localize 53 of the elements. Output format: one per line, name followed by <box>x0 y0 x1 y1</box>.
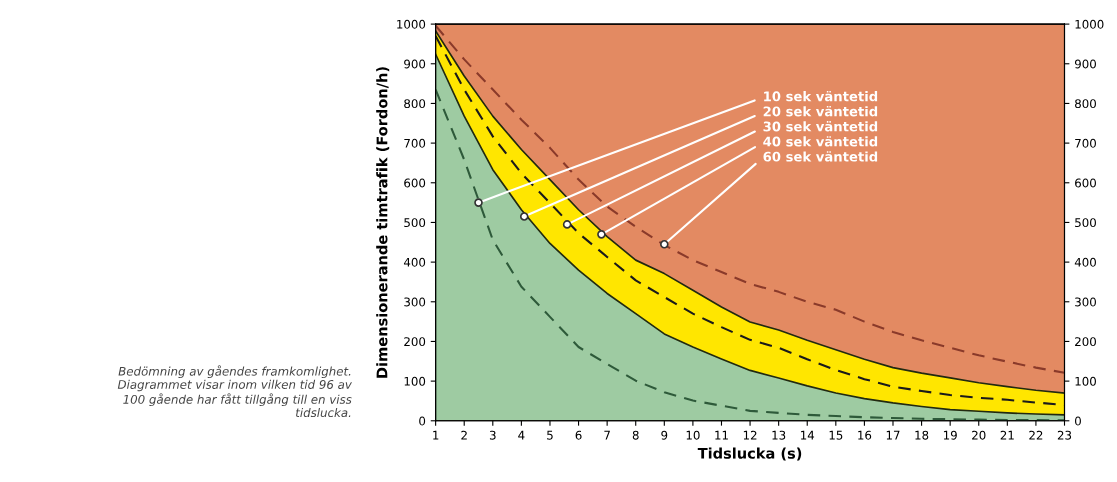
y-tick-label: 900 <box>404 59 426 69</box>
y2-tick-label: 900 <box>1074 59 1096 69</box>
y-tick-label: 100 <box>404 376 426 386</box>
x-tick-label: 2 <box>461 430 467 440</box>
x-tick-label: 19 <box>943 430 957 440</box>
x-tick-label: 20 <box>972 430 986 440</box>
y-tick-label: 600 <box>404 178 426 188</box>
y2-tick-label: 600 <box>1075 178 1096 188</box>
x-tick-label: 14 <box>801 430 815 440</box>
x-tick-label: 3 <box>489 430 496 440</box>
annotation: 20 sek väntetid <box>763 105 878 117</box>
x-tick-label: 12 <box>743 430 757 440</box>
y-tick-label: 500 <box>404 218 426 228</box>
x-tick-label: 13 <box>772 430 786 440</box>
annotation: 10 sek väntetid <box>764 90 878 102</box>
x-tick-label: 11 <box>715 430 728 440</box>
y-tick-label: 0 <box>419 416 426 426</box>
x-tick-label: 22 <box>1029 430 1043 440</box>
y2-tick-label: 1000 <box>1075 19 1104 29</box>
y-tick-label: 200 <box>404 337 426 347</box>
x-tick-label: 1 <box>433 430 439 440</box>
annotation: 30 sek väntetid <box>763 121 878 132</box>
y2-tick-label: 300 <box>1075 297 1096 307</box>
x-tick-label: 5 <box>547 430 553 440</box>
text: Bedömning av gåendes framkomlighet. Diagrammet visar inom vilken tid 96 av 100 gående har fått tillgång till en viss tidslucka. <box>117 365 352 418</box>
x-tick-label: 4 <box>518 430 525 440</box>
x-tick-label: 8 <box>632 430 639 440</box>
x-tick-label: 10 <box>686 430 700 440</box>
y2-tick-label: 0 <box>1075 416 1081 426</box>
annotation: 40 sek väntetid <box>763 136 878 147</box>
x-tick-label: 9 <box>661 430 668 440</box>
y2-tick-label: 200 <box>1075 337 1096 347</box>
x-tick-label: 18 <box>915 430 929 440</box>
x-tick-label: 23 <box>1057 430 1072 440</box>
y-axis-title: Dimensionerande timtrafik (Fordon/h) <box>376 67 390 378</box>
y-tick-label: 700 <box>404 138 426 148</box>
annotation: 60 sek väntetid <box>763 151 878 162</box>
y2-tick-label: 400 <box>1074 257 1096 267</box>
x-tick-label: 6 <box>575 430 582 440</box>
y2-tick-label: 100 <box>1075 376 1096 386</box>
y2-tick-label: 800 <box>1075 99 1096 109</box>
y-tick-label: 400 <box>403 257 426 267</box>
y2-tick-label: 700 <box>1075 138 1096 148</box>
x-tick-label: 16 <box>858 430 872 440</box>
x-tick-label: 15 <box>829 430 843 440</box>
y2-tick-label: 500 <box>1075 218 1096 228</box>
x-tick-label: 7 <box>604 430 610 440</box>
x-tick-label: 21 <box>1000 430 1014 440</box>
x-axis-title: Tidslucka (s) <box>697 447 802 461</box>
y-tick-label: 800 <box>404 99 426 109</box>
x-tick-label: 17 <box>886 430 900 440</box>
y-tick-label: 1000 <box>397 19 426 29</box>
y-tick-label: 300 <box>404 297 426 307</box>
